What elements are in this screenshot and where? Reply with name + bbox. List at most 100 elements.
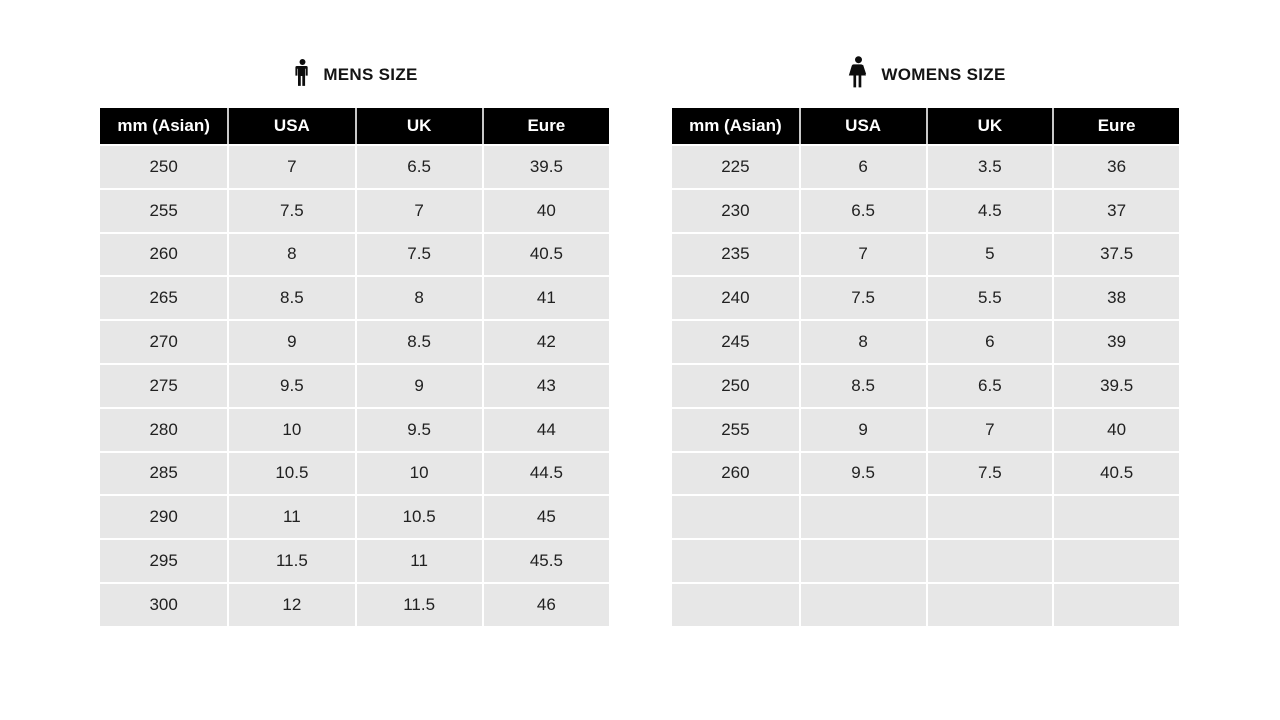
table-cell: 42: [481, 319, 609, 363]
table-cell: 260: [100, 231, 228, 276]
table-cell: 250: [100, 144, 228, 188]
table-cell: 8.5: [227, 275, 355, 320]
table-cell: 9.5: [354, 406, 482, 451]
table-cell: 44: [481, 406, 609, 451]
table-row: 255 9 7 40: [672, 406, 1179, 451]
mens-size-title: MENS SIZE: [100, 54, 609, 96]
table-cell: 9.5: [227, 362, 355, 407]
table-cell: 10: [227, 406, 355, 451]
table-cell: 6.5: [354, 144, 482, 188]
table-cell: [798, 538, 926, 582]
table-cell: 37: [1052, 187, 1179, 232]
table-cell: [672, 581, 799, 626]
column-header: UK: [925, 108, 1053, 144]
table-row: [672, 538, 1179, 582]
table-cell: 11.5: [227, 538, 355, 582]
column-header: Eure: [1052, 108, 1179, 144]
table-cell: 235: [672, 231, 799, 276]
mens-size-label: MENS SIZE: [323, 65, 418, 84]
table-cell: [1052, 538, 1179, 582]
table-cell: 7: [925, 406, 1053, 451]
table-cell: [925, 494, 1053, 539]
table-cell: 10.5: [354, 494, 482, 539]
table-cell: 280: [100, 406, 228, 451]
table-cell: 11.5: [354, 581, 482, 626]
mens-size-table: mm (Asian) USA UK Eure 250 7 6.5 39.5 255 7.5 7 40 2…: [100, 108, 609, 626]
column-header: mm (Asian): [672, 108, 799, 144]
table-cell: 40: [1052, 406, 1179, 451]
table-cell: 225: [672, 144, 799, 188]
table-cell: 5.5: [925, 275, 1053, 320]
table-cell: 7: [798, 231, 926, 276]
woman-icon: [845, 55, 872, 95]
table-cell: 270: [100, 319, 228, 363]
table-cell: 9: [798, 406, 926, 451]
table-cell: 6: [798, 144, 926, 188]
table-row: 245 8 6 39: [672, 319, 1179, 363]
man-icon: [291, 55, 314, 95]
table-row: 265 8.5 8 41: [100, 275, 609, 320]
table-cell: 8: [354, 275, 482, 320]
mens-size-panel: MENS SIZE mm (Asian) USA UK Eure 250 7 6.5 39.5…: [100, 54, 609, 626]
womens-size-panel: WOMENS SIZE mm (Asian) USA UK Eure 225 6 3.5 36…: [672, 54, 1179, 626]
table-row: [672, 581, 1179, 626]
table-row: 275 9.5 9 43: [100, 362, 609, 407]
table-cell: 8: [798, 319, 926, 363]
table-cell: 6.5: [798, 187, 926, 232]
table-cell: 285: [100, 450, 228, 495]
table-cell: [1052, 494, 1179, 539]
table-row: 290 11 10.5 45: [100, 494, 609, 539]
table-cell: 290: [100, 494, 228, 539]
table-cell: 9: [354, 362, 482, 407]
table-row: 250 7 6.5 39.5: [100, 144, 609, 188]
table-cell: [1052, 581, 1179, 626]
table-cell: [672, 538, 799, 582]
table-cell: 39.5: [1052, 362, 1179, 407]
table-cell: 10: [354, 450, 482, 495]
header-row: mm (Asian) USA UK Eure: [100, 108, 609, 144]
table-cell: 9: [227, 319, 355, 363]
table-cell: 44.5: [481, 450, 609, 495]
table-cell: 300: [100, 581, 228, 626]
womens-size-table: mm (Asian) USA UK Eure 225 6 3.5 36 230 6.5 4.5 37 2…: [672, 108, 1179, 626]
table-cell: 255: [100, 187, 228, 232]
table-cell: 4.5: [925, 187, 1053, 232]
table-cell: 6.5: [925, 362, 1053, 407]
table-cell: [798, 581, 926, 626]
table-cell: 37.5: [1052, 231, 1179, 276]
table-row: 240 7.5 5.5 38: [672, 275, 1179, 320]
table-cell: 45.5: [481, 538, 609, 582]
table-cell: 3.5: [925, 144, 1053, 188]
table-cell: 8.5: [798, 362, 926, 407]
header-row: mm (Asian) USA UK Eure: [672, 108, 1179, 144]
table-cell: 41: [481, 275, 609, 320]
table-row: 230 6.5 4.5 37: [672, 187, 1179, 232]
womens-size-label: WOMENS SIZE: [881, 65, 1006, 84]
table-cell: 43: [481, 362, 609, 407]
table-cell: 250: [672, 362, 799, 407]
table-row: 225 6 3.5 36: [672, 144, 1179, 188]
table-row: 285 10.5 10 44.5: [100, 450, 609, 495]
table-cell: 9.5: [798, 450, 926, 495]
table-cell: 240: [672, 275, 799, 320]
table-row: 260 8 7.5 40.5: [100, 231, 609, 276]
column-header: USA: [798, 108, 926, 144]
table-cell: 7: [354, 187, 482, 232]
table-cell: [925, 581, 1053, 626]
table-cell: 8.5: [354, 319, 482, 363]
table-cell: 12: [227, 581, 355, 626]
column-header: USA: [227, 108, 355, 144]
table-row: 235 7 5 37.5: [672, 231, 1179, 276]
table-cell: 265: [100, 275, 228, 320]
table-cell: 11: [227, 494, 355, 539]
table-cell: 7: [227, 144, 355, 188]
table-cell: 230: [672, 187, 799, 232]
table-cell: 255: [672, 406, 799, 451]
table-row: 270 9 8.5 42: [100, 319, 609, 363]
table-cell: 6: [925, 319, 1053, 363]
table-cell: 40.5: [481, 231, 609, 276]
table-cell: 295: [100, 538, 228, 582]
table-row: 250 8.5 6.5 39.5: [672, 362, 1179, 407]
table-row: 280 10 9.5 44: [100, 406, 609, 451]
table-cell: 7.5: [227, 187, 355, 232]
